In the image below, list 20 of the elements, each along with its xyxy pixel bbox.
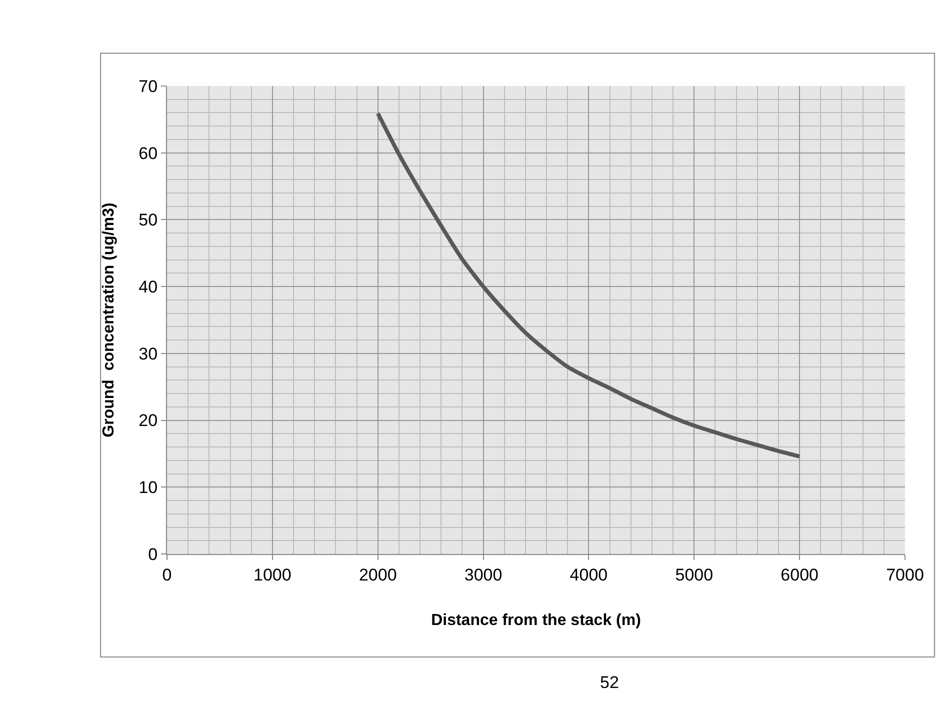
line-series xyxy=(376,111,802,458)
x-tick-label: 1000 xyxy=(254,565,292,584)
x-tick-label: 0 xyxy=(162,565,172,584)
x-tick-label: 3000 xyxy=(464,565,502,584)
x-tick-label: 5000 xyxy=(675,565,714,584)
x-tick-label: 2000 xyxy=(358,565,397,584)
y-tick-label: 70 xyxy=(138,76,158,96)
y-tick-label: 20 xyxy=(138,411,158,430)
y-tick-label: 60 xyxy=(138,144,158,163)
y-tick-label: 50 xyxy=(138,210,158,230)
x-tick-label: 6000 xyxy=(780,565,818,584)
x-axis-title: Distance from the stack (m) xyxy=(431,612,641,630)
y-tick-label: 40 xyxy=(138,278,158,297)
x-tick-label: 4000 xyxy=(570,565,608,584)
text: 52 xyxy=(600,673,619,692)
y-axis-title: Ground concentration (ug/m3) xyxy=(100,202,118,438)
y-tick-label: 30 xyxy=(138,344,158,364)
x-tick-label: 7000 xyxy=(886,565,924,584)
y-tick-label: 0 xyxy=(148,544,158,564)
y-tick-label: 10 xyxy=(138,478,158,498)
